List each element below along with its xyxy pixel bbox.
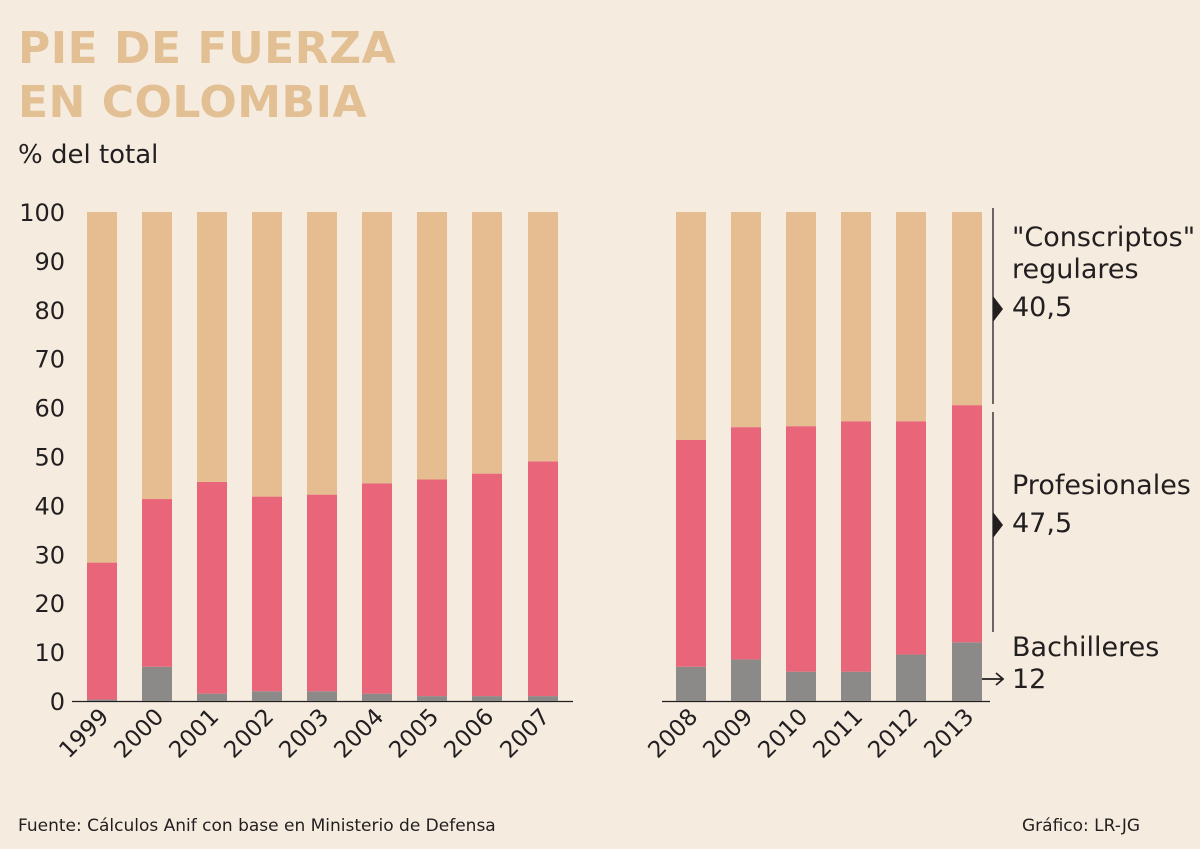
x-tick-label-2000: 2000 [109, 704, 169, 764]
bar-conscriptos-2002 [252, 212, 282, 497]
y-tick-label: 90 [34, 248, 65, 276]
bar-bachilleres-2013 [952, 642, 982, 701]
x-tick-label-2012: 2012 [863, 704, 923, 764]
bar-bachilleres-2003 [307, 691, 337, 701]
bar-bachilleres-1999 [87, 699, 117, 701]
bar-conscriptos-2005 [417, 212, 447, 480]
bar-profesionales-1999 [87, 562, 117, 700]
bar-conscriptos-2010 [786, 212, 816, 427]
bar-bachilleres-2011 [841, 671, 871, 701]
bar-conscriptos-2012 [896, 212, 926, 422]
title-line-1: PIE DE FUERZA [18, 23, 397, 74]
x-tick-label-2006: 2006 [439, 704, 499, 764]
bar-bachilleres-2007 [528, 696, 558, 701]
bar-profesionales-2012 [896, 421, 926, 655]
legend-bachilleres-value: 12 [1012, 664, 1047, 695]
x-tick-label-2010: 2010 [753, 704, 813, 764]
bar-bachilleres-2001 [197, 693, 227, 701]
x-tick-label-2007: 2007 [495, 704, 555, 764]
legend-conscriptos-line2: regulares [1012, 254, 1139, 285]
bar-conscriptos-2011 [841, 212, 871, 422]
bar-profesionales-2004 [362, 483, 392, 694]
bar-conscriptos-2004 [362, 212, 392, 484]
bar-conscriptos-2001 [197, 212, 227, 482]
bar-profesionales-2009 [731, 427, 761, 660]
bar-bachilleres-2006 [472, 696, 502, 701]
bar-conscriptos-2003 [307, 212, 337, 495]
bar-conscriptos-2008 [676, 212, 706, 440]
bar-bachilleres-2008 [676, 666, 706, 701]
x-tick-label-2008: 2008 [643, 704, 703, 764]
y-tick-label: 60 [34, 395, 65, 423]
y-tick-label: 40 [34, 492, 65, 520]
bar-profesionales-2006 [472, 473, 502, 697]
bar-profesionales-2007 [528, 461, 558, 697]
marker-bachilleres [982, 672, 1005, 686]
x-tick-label-2009: 2009 [698, 704, 758, 764]
legend-conscriptos-line1: "Conscriptos" [1012, 222, 1196, 253]
x-tick-label-2013: 2013 [919, 704, 979, 764]
bar-conscriptos-2009 [731, 212, 761, 428]
x-tick-label-2003: 2003 [274, 704, 334, 764]
y-tick-label: 30 [34, 541, 65, 569]
bar-bachilleres-2004 [362, 693, 392, 701]
y-tick-label: 50 [34, 444, 65, 472]
title-line-2: EN COLOMBIA [18, 77, 368, 128]
bar-conscriptos-2000 [142, 212, 172, 500]
x-tick-label-2002: 2002 [219, 704, 279, 764]
bar-profesionales-2000 [142, 499, 172, 667]
marker-profesionales [993, 512, 1003, 538]
bar-bachilleres-2009 [731, 659, 761, 701]
legend-conscriptos-value: 40,5 [1012, 292, 1073, 323]
bar-conscriptos-2006 [472, 212, 502, 474]
bar-profesionales-2013 [952, 405, 982, 643]
marker-conscriptos [993, 296, 1003, 322]
bar-bachilleres-2002 [252, 691, 282, 701]
source-note: Fuente: Cálculos Anif con base en Minist… [18, 816, 496, 836]
bar-profesionales-2008 [676, 439, 706, 667]
bar-bachilleres-2005 [417, 696, 447, 701]
bar-profesionales-2011 [841, 421, 871, 672]
x-tick-label-2011: 2011 [808, 704, 868, 764]
y-tick-label: 20 [34, 590, 65, 618]
legend-bachilleres-label: Bachilleres [1012, 632, 1160, 663]
bar-profesionales-2003 [307, 494, 337, 692]
chart-title: PIE DE FUERZA EN COLOMBIA [18, 22, 396, 130]
bar-bachilleres-2000 [142, 666, 172, 701]
x-tick-label-2004: 2004 [329, 704, 389, 764]
bar-profesionales-2010 [786, 426, 816, 672]
bar-bachilleres-2012 [896, 654, 926, 701]
y-tick-label: 70 [34, 346, 65, 374]
bar-profesionales-2002 [252, 496, 282, 692]
legend-profesionales-label: Profesionales [1012, 470, 1191, 501]
bar-bachilleres-2010 [786, 671, 816, 701]
x-tick-label-2001: 2001 [164, 704, 224, 764]
bar-profesionales-2005 [417, 479, 447, 697]
chart-subtitle: % del total [18, 140, 159, 170]
credit-note: Gráfico: LR-JG [1022, 816, 1141, 836]
y-tick-label: 10 [34, 639, 65, 667]
bar-conscriptos-1999 [87, 212, 117, 563]
bar-conscriptos-2007 [528, 212, 558, 462]
bar-profesionales-2001 [197, 481, 227, 694]
bar-conscriptos-2013 [952, 212, 982, 406]
y-tick-label: 100 [19, 199, 65, 227]
x-tick-label-2005: 2005 [384, 704, 444, 764]
legend-profesionales-value: 47,5 [1012, 508, 1073, 539]
y-tick-label: 0 [50, 688, 65, 716]
y-tick-label: 80 [34, 297, 65, 325]
